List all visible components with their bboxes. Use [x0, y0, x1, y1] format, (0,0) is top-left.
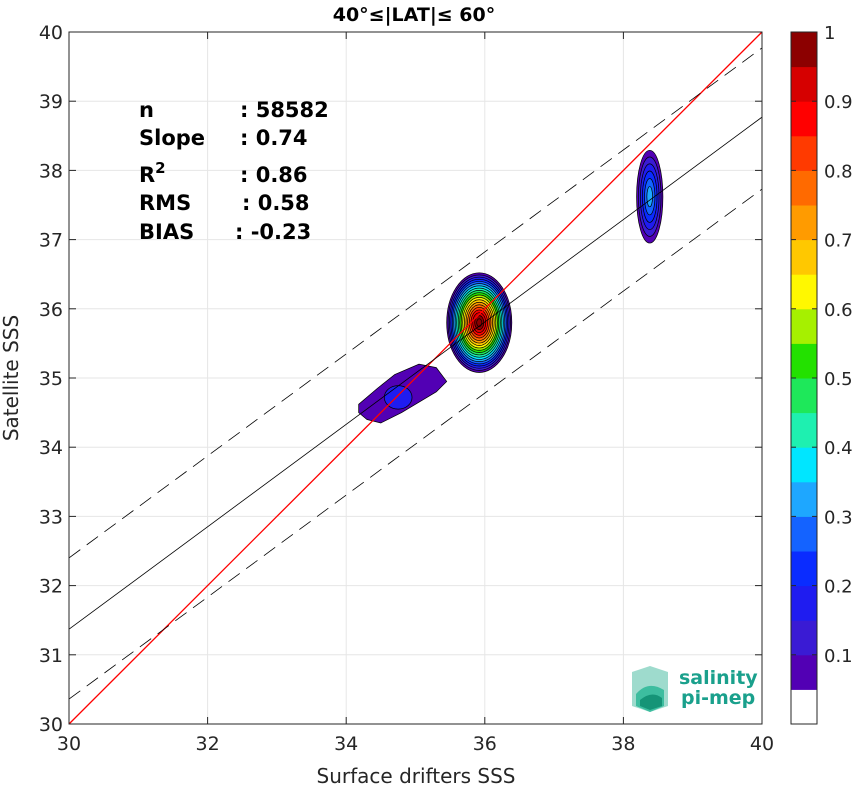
colorbar-tick-label: 0.9 — [824, 92, 853, 113]
colorbar-segment — [791, 447, 817, 483]
x-axis-label: Surface drifters SSS — [317, 764, 516, 786]
colorbar-segment — [791, 205, 817, 241]
colorbar-segment — [791, 654, 817, 690]
colorbar-segment — [791, 412, 817, 448]
colorbar-segment — [791, 135, 817, 171]
chart-title: 40°≤|LAT|≤ 60° — [333, 4, 496, 26]
colorbar-tick-label: 1 — [824, 23, 835, 44]
y-tick-label: 38 — [39, 160, 63, 182]
logo-icon — [632, 666, 668, 712]
colorbar-tick-label: 0.3 — [824, 507, 853, 528]
stat-value: : 0.86 — [240, 163, 308, 187]
colorbar-segment — [791, 620, 817, 656]
colorbar-segment — [791, 516, 817, 552]
y-tick-label: 39 — [39, 91, 63, 113]
colorbar-tick-label: 0.4 — [824, 438, 853, 459]
x-tick-label: 32 — [196, 733, 220, 755]
colorbar-segment — [791, 378, 817, 414]
y-tick-label: 30 — [39, 714, 63, 736]
one-to-one-line — [68, 31, 763, 725]
colorbar-tick-label: 0.7 — [824, 231, 853, 252]
y-axis-label: Satellite SSS — [0, 315, 23, 441]
colorbar-segment — [791, 170, 817, 206]
y-tick-label: 33 — [39, 506, 63, 528]
y-tick-label: 31 — [39, 645, 63, 667]
density-contour — [476, 318, 483, 327]
upper-bound-line — [68, 47, 763, 559]
colorbar-segment — [791, 585, 817, 621]
colorbar-tick-label: 0.6 — [824, 300, 853, 321]
salinity-pi-mep-logo: salinity pi-mep — [632, 666, 758, 712]
x-tick-label: 40 — [750, 733, 774, 755]
y-tick-label: 40 — [39, 22, 63, 44]
colorbar-segment — [791, 66, 817, 102]
logo-line-2: pi-mep — [681, 687, 755, 709]
colorbar-segment — [791, 481, 817, 517]
stat-key: RMS — [139, 191, 191, 215]
stat-key: BIAS — [139, 220, 194, 244]
colorbar-tick-label: 0.1 — [824, 646, 853, 667]
colorbar-segment — [791, 308, 817, 344]
x-tick-label: 38 — [611, 733, 635, 755]
stat-key: Slope — [139, 126, 205, 150]
colorbar-segment — [791, 689, 817, 725]
density-blob — [636, 149, 664, 244]
colorbar: 0.1 0.2 0.3 0.4 0.5 0.6 0.7 0.8 0.9 1 — [790, 23, 853, 725]
stat-key: n — [139, 98, 154, 122]
lower-bound-line — [68, 188, 763, 700]
y-tick-label: 37 — [39, 230, 63, 252]
colorbar-segment — [791, 551, 817, 587]
stat-value: : 58582 — [240, 98, 329, 122]
plot-area: 30 32 34 36 38 40 30 31 32 33 34 35 36 37 38 39 40 — [39, 22, 774, 755]
stat-value: : 0.58 — [242, 191, 310, 215]
y-tick-label: 34 — [39, 437, 63, 459]
colorbar-segment — [791, 274, 817, 310]
y-tick-label: 35 — [39, 368, 63, 390]
stat-key-superscript: 2 — [155, 159, 165, 177]
x-tick-label: 34 — [334, 733, 358, 755]
colorbar-tick-label: 0.2 — [824, 577, 853, 598]
colorbar-segment — [791, 32, 817, 68]
density-blob — [446, 272, 513, 373]
colorbar-segment — [791, 101, 817, 137]
colorbar-tick-label: 0.5 — [824, 369, 853, 390]
logo-line-1: salinity — [679, 667, 758, 689]
colorbar-segment — [791, 343, 817, 379]
x-tick-label: 36 — [473, 733, 497, 755]
colorbar-segment — [791, 239, 817, 275]
stat-value: : -0.23 — [235, 220, 311, 244]
y-tick-label: 32 — [39, 576, 63, 598]
colorbar-tick-label: 0.8 — [824, 161, 853, 182]
y-tick-label: 36 — [39, 299, 63, 321]
x-tick-label: 30 — [57, 733, 81, 755]
regression-line — [68, 116, 763, 630]
density-contour — [646, 186, 653, 208]
stat-value: : 0.74 — [240, 126, 308, 150]
